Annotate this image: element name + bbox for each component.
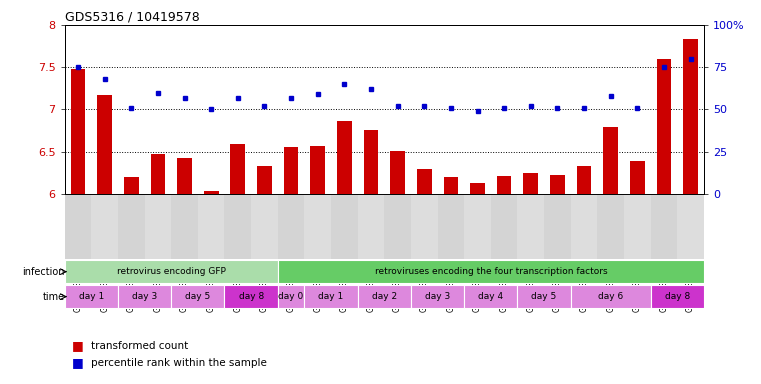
Bar xyxy=(571,194,597,259)
Bar xyxy=(651,194,677,259)
Bar xyxy=(257,166,272,194)
Bar xyxy=(411,194,438,259)
Bar xyxy=(177,157,192,194)
Bar xyxy=(65,194,91,259)
Bar xyxy=(624,194,651,259)
Text: ■: ■ xyxy=(72,356,84,369)
Bar xyxy=(464,194,491,259)
Bar xyxy=(198,194,224,259)
Bar xyxy=(497,176,511,194)
Bar xyxy=(145,194,171,259)
Bar xyxy=(304,285,358,308)
Bar xyxy=(171,285,224,308)
Bar xyxy=(364,130,378,194)
Text: day 0: day 0 xyxy=(279,292,304,301)
Bar xyxy=(278,260,704,283)
Bar xyxy=(118,194,145,259)
Text: time: time xyxy=(43,291,65,302)
Bar xyxy=(630,161,645,194)
Bar xyxy=(358,285,411,308)
Text: day 3: day 3 xyxy=(132,292,158,301)
Bar xyxy=(204,190,218,194)
Text: day 5: day 5 xyxy=(531,292,557,301)
Text: day 3: day 3 xyxy=(425,292,451,301)
Bar xyxy=(524,173,538,194)
Text: percentile rank within the sample: percentile rank within the sample xyxy=(91,358,267,368)
Text: day 5: day 5 xyxy=(185,292,211,301)
Bar xyxy=(517,194,544,259)
Bar xyxy=(651,285,704,308)
Text: day 8: day 8 xyxy=(238,292,264,301)
Bar xyxy=(470,183,485,194)
Text: transformed count: transformed count xyxy=(91,341,189,351)
Text: day 8: day 8 xyxy=(664,292,690,301)
Bar xyxy=(331,194,358,259)
Bar xyxy=(91,194,118,259)
Text: ■: ■ xyxy=(72,339,84,352)
Text: GDS5316 / 10419578: GDS5316 / 10419578 xyxy=(65,11,199,24)
Bar xyxy=(411,285,464,308)
Text: infection: infection xyxy=(22,266,65,277)
Bar xyxy=(251,194,278,259)
Bar xyxy=(517,285,571,308)
Bar xyxy=(683,39,698,194)
Bar xyxy=(597,194,624,259)
Bar xyxy=(171,194,198,259)
Bar xyxy=(544,194,571,259)
Text: day 1: day 1 xyxy=(78,292,104,301)
Text: retroviruses encoding the four transcription factors: retroviruses encoding the four transcrip… xyxy=(374,267,607,276)
Bar xyxy=(358,194,384,259)
Bar xyxy=(417,169,431,194)
Text: day 6: day 6 xyxy=(598,292,623,301)
Bar xyxy=(390,151,405,194)
Bar xyxy=(603,127,618,194)
Bar xyxy=(444,177,458,194)
Bar xyxy=(384,194,411,259)
Bar xyxy=(224,194,251,259)
Text: day 1: day 1 xyxy=(318,292,344,301)
Text: day 2: day 2 xyxy=(371,292,397,301)
Bar xyxy=(550,175,565,194)
Bar xyxy=(284,147,298,194)
Text: day 4: day 4 xyxy=(478,292,504,301)
Bar xyxy=(124,177,139,194)
Bar xyxy=(65,285,118,308)
Bar xyxy=(571,285,651,308)
Bar xyxy=(677,194,704,259)
Bar xyxy=(151,154,165,194)
Bar xyxy=(71,69,85,194)
Bar xyxy=(231,144,245,194)
Bar xyxy=(278,285,304,308)
Bar xyxy=(304,194,331,259)
Bar xyxy=(118,285,171,308)
Bar xyxy=(491,194,517,259)
Bar xyxy=(65,260,278,283)
Bar xyxy=(464,285,517,308)
Bar xyxy=(97,95,112,194)
Bar xyxy=(337,121,352,194)
Bar xyxy=(224,285,278,308)
Text: retrovirus encoding GFP: retrovirus encoding GFP xyxy=(116,267,226,276)
Bar xyxy=(310,146,325,194)
Bar xyxy=(278,194,304,259)
Bar xyxy=(438,194,464,259)
Bar xyxy=(577,166,591,194)
Bar xyxy=(657,59,671,194)
